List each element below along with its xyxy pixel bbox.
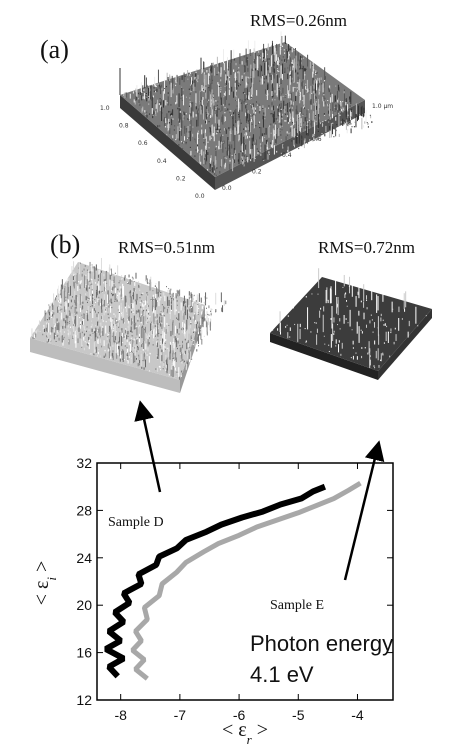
series-label: Sample D [108, 515, 164, 530]
axis-label-part: < ε [222, 719, 247, 741]
afm-tick-label: 0.6 [138, 140, 148, 147]
afm-axis-labels: 1.0 µm 0.8 0.6 0.4 0.2 0.0 [222, 103, 393, 192]
y-tick-label: 12 [76, 692, 92, 708]
afm-axis-labels: 1.0 0.8 0.6 0.4 0.2 0.0 [100, 105, 205, 200]
y-tick-label: 16 [76, 645, 92, 661]
afm-side [180, 305, 205, 393]
afm-tick-label: 0.2 [176, 175, 186, 182]
panel-label: (a) [40, 35, 69, 64]
axis-label-part: > [31, 561, 53, 577]
annotation: 4.1 eV [250, 662, 314, 687]
arrow [343, 440, 385, 581]
y-tick-label: 24 [76, 550, 92, 566]
afm-side [215, 100, 365, 190]
afm-tick-label: 1.0 [100, 105, 110, 112]
afm-tick-label: 0.4 [282, 152, 292, 159]
series-label: Sample E [270, 598, 324, 613]
y-tick-label: 32 [76, 455, 92, 471]
afm-side [378, 309, 432, 380]
afm-surface [270, 277, 432, 371]
x-tick-label: -8 [114, 707, 127, 723]
data-line [104, 483, 327, 679]
afm-texture [31, 257, 227, 380]
afm-tick-label: 0.0 [195, 193, 205, 200]
axis-label-part: > [252, 719, 268, 741]
afm-tick-label: 0.4 [157, 158, 167, 165]
xlabel: < εr > [222, 719, 268, 744]
x-tick-label: -5 [292, 707, 305, 723]
axis-label-part: i [44, 577, 59, 581]
x-tick-label: -7 [174, 707, 187, 723]
afm-tick-label: 1.0 µm [372, 103, 393, 110]
afm-side [120, 95, 215, 190]
afm-tick-label: 0.0 [222, 185, 232, 192]
afm-texture [122, 31, 373, 176]
rms-label: RMS=0.51nm [118, 238, 215, 257]
afm-tick-label: 0.8 [119, 123, 129, 130]
x-tick-label: -6 [233, 707, 246, 723]
afm-texture [272, 268, 427, 369]
x-tick-label: -4 [351, 707, 364, 723]
axis-label-part: r [247, 732, 253, 744]
axis-label-part: < ε [31, 581, 53, 606]
rms-label: RMS=0.26nm [250, 11, 347, 30]
plot-frame [96, 462, 394, 701]
afm-side [270, 333, 378, 380]
annotation: Photon energy [250, 631, 393, 656]
afm-tick-label: 0.8 [342, 119, 352, 126]
afm-tick-label: 0.2 [252, 169, 262, 176]
ylabel: < εi > [31, 561, 59, 606]
arrow [134, 400, 162, 493]
rms-label: RMS=0.72nm [318, 238, 415, 257]
afm-tick-label: 0.6 [312, 136, 322, 143]
data-line [130, 481, 362, 681]
y-tick-label: 20 [76, 597, 92, 613]
afm-side [30, 338, 180, 393]
panel-label: (b) [50, 230, 80, 259]
y-tick-label: 28 [76, 502, 92, 518]
